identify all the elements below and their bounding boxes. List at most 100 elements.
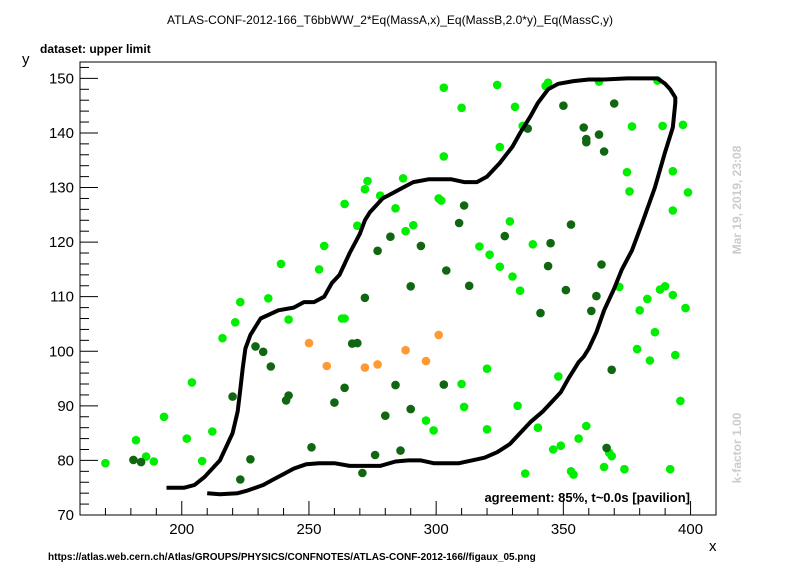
scatter-point [495,262,505,272]
scatter-point [360,363,370,372]
scatter-point [683,188,693,197]
scatter-point [543,78,553,87]
x-tick-label: 300 [424,521,449,538]
scatter-point [658,121,667,131]
y-tick-label: 130 [49,180,74,197]
scatter-point [304,338,314,348]
scatter-point [330,398,339,407]
y-tick-label: 80 [57,452,74,469]
x-tick-label: 250 [296,521,321,538]
scatter-point [421,356,431,366]
scatter-point [401,345,410,355]
scatter-point [340,383,349,393]
scatter-point [218,333,227,343]
scatter-point [319,241,329,251]
scatter-point [284,391,293,400]
scatter-point [396,446,405,455]
x-axis-label: x [709,538,717,555]
scatter-point [508,272,517,281]
kfactor-label: k-factor 1.00 [730,412,744,483]
scatter-point [485,250,494,259]
scatter-point [632,344,642,354]
y-tick-label: 120 [49,234,74,251]
scatter-point [381,411,390,421]
scatter-point [607,451,616,461]
scatter-point [363,176,372,186]
scatter-point [459,402,469,412]
scatter-point [650,327,660,337]
scatter-point [665,464,675,474]
scatter-point [566,220,576,229]
y-tick-label: 150 [49,70,74,87]
scatter-point [559,101,568,110]
scatter-point [643,294,652,304]
scatter-point [284,315,293,324]
scatter-point [594,130,604,139]
scatter-point [454,218,464,228]
scatter-point [459,201,469,210]
scatter-point [635,306,644,315]
scatter-point [230,318,240,327]
chart-title: ATLAS-CONF-2012-166_T6bbWW_2*Eq(MassA,x)… [167,13,613,27]
x-tick-label: 350 [551,521,576,538]
agreement-annotation: agreement: 85%, t~0.0s [pavilion] [484,490,690,505]
scatter-point [101,458,110,468]
scatter-point [548,445,558,454]
scatter-point [353,221,362,230]
scatter-point [520,469,530,478]
y-tick-label: 100 [49,343,74,360]
scatter-point [579,123,588,132]
scatter-point [620,464,629,474]
scatter-point [208,427,217,436]
scatter-point [373,360,382,369]
scatter-point [391,380,400,390]
scatter-point [236,297,245,307]
scatter-point [159,412,169,422]
scatter-point [597,260,606,269]
scatter-point [439,152,449,161]
scatter-point [439,380,449,389]
scatter-point [510,102,520,112]
scatter-point [574,434,583,443]
scatter-point [401,226,410,236]
scatter-point [599,462,609,472]
scatter-point [136,457,146,467]
scatter-point [360,293,370,303]
scatter-point [582,137,591,147]
scatter-point [668,290,678,300]
scatter-point [276,259,286,269]
scatter-point [546,238,555,248]
scatter-point [434,330,444,340]
scatter-point [582,421,591,431]
scatter-point [609,99,619,108]
scatter-point [141,452,151,461]
scatter-point [554,372,563,381]
scatter-point [421,416,431,425]
y-tick-label: 110 [50,289,74,306]
scatter-point [645,356,655,365]
scatter-point [307,443,316,452]
scatter-point [251,342,260,351]
scatter-point [678,120,688,130]
scatter-point [264,294,273,303]
scatter-point [500,231,510,241]
y-tick-label: 90 [57,398,74,415]
scatter-point [370,450,380,460]
scatter-point [373,246,382,256]
scatter-point [258,347,268,357]
scatter-point [406,404,416,414]
scatter-point [266,362,276,371]
scatter-point [236,475,245,484]
scatter-point [464,281,474,291]
scatter-point [561,285,571,295]
scatter-point [492,80,502,90]
scatter-point [391,204,400,213]
y-tick-label: 140 [49,125,74,142]
scatter-point [416,241,426,251]
scatter-point [533,423,543,433]
scatter-point [409,220,418,230]
scatter-point [386,232,395,241]
scatter-point [131,435,141,445]
scatter-point [627,122,637,131]
